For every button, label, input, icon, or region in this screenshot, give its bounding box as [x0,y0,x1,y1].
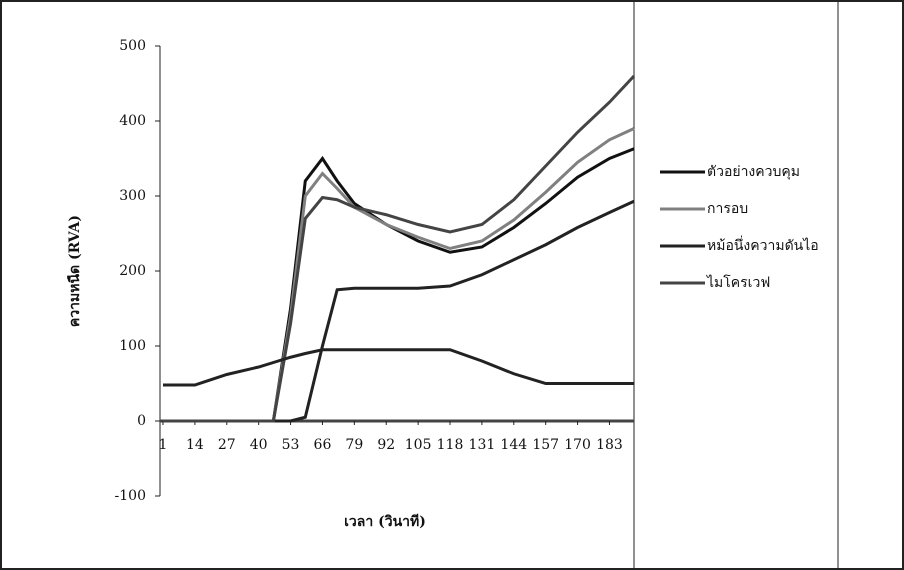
legend-label: ไมโครเวฟ [706,274,770,291]
legend-label: ตัวอย่างควบคุม [707,164,800,180]
chart: ความหนืด (RVA) เวลา (วินาที) -100 0 100 200… [0,0,904,570]
x-tick-label: 144 [500,437,527,453]
page: ความหนืด (RVA) เวลา (วินาที) -100 0 100 200… [0,0,904,570]
x-tick-label: 66 [314,437,332,453]
x-tick-label: 92 [377,437,395,453]
y-tick-label: 0 [137,413,146,429]
x-tick-label: 79 [345,437,363,453]
legend-label: การอบ [707,201,748,217]
y-tick-label: 200 [119,263,146,279]
x-tick-label: 131 [469,437,496,453]
y-tick-label: -100 [115,488,146,504]
x-tick-label: 183 [596,437,623,453]
x-tick-label: 27 [218,437,236,453]
x-tick-label: 170 [564,437,591,453]
x-tick-label: 53 [282,437,300,453]
y-axis-title: ความหนืด (RVA) [67,215,83,327]
x-tick-label: 157 [532,437,559,453]
y-tick-label: 400 [119,113,146,129]
y-tick-label: 100 [119,338,146,354]
x-tick-label: 1 [159,437,168,453]
x-tick-label: 118 [437,437,464,453]
x-tick-label: 40 [250,437,268,453]
x-tick-label: 14 [186,437,204,453]
x-tick-label: 105 [405,437,432,453]
y-tick-label: 500 [119,38,146,54]
legend-label: หม้อนึ่งความดันไอ [707,236,819,254]
y-tick-label: 300 [119,188,146,204]
x-axis-title: เวลา (วินาที) [344,514,426,530]
